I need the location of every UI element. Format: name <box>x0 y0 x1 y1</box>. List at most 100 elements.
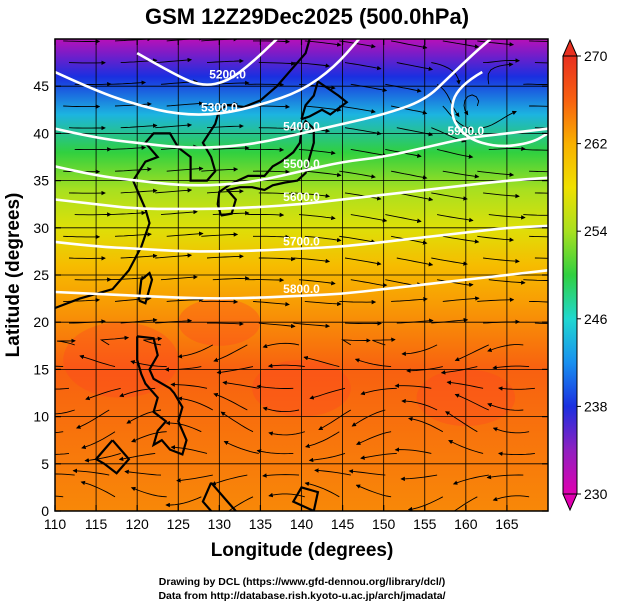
streamline <box>293 62 331 68</box>
streamline <box>309 387 346 400</box>
streamline <box>523 279 548 281</box>
streamline <box>55 409 75 415</box>
streamline <box>304 40 342 47</box>
streamline <box>262 473 300 478</box>
streamline <box>483 58 520 64</box>
streamline <box>372 337 396 346</box>
x-tick-label: 145 <box>331 516 355 532</box>
streamline <box>314 468 351 476</box>
streamline <box>293 192 331 199</box>
height-contours: 5200.0 5300.0 5400.0 5500.0 5600.0 5700.0 5800… <box>55 39 548 300</box>
streamline <box>487 402 524 411</box>
streamline <box>262 406 300 413</box>
streamline <box>453 496 478 511</box>
streamline <box>523 83 548 85</box>
streamline <box>79 354 116 368</box>
x-tick-label: 125 <box>167 516 191 532</box>
streamline <box>394 383 432 389</box>
contour-label: 5600.0 <box>283 190 320 204</box>
colorbar-tick-label: 254 <box>584 223 608 239</box>
streamline <box>63 104 101 109</box>
streamline <box>407 496 444 511</box>
streamline <box>483 192 520 199</box>
warm-anomaly <box>63 322 179 398</box>
streamline <box>344 321 382 326</box>
streamline <box>268 492 305 498</box>
wind-streamlines <box>55 39 548 511</box>
streamline <box>207 321 244 327</box>
credit-dcl: Drawing by DCL (https://www.gfd-dennou.o… <box>159 576 445 588</box>
streamline <box>227 496 254 511</box>
streamline <box>523 148 548 151</box>
streamline <box>258 191 296 197</box>
streamline <box>213 344 248 362</box>
streamline <box>216 366 254 375</box>
x-tick-label: 135 <box>249 516 273 532</box>
streamline <box>350 279 388 288</box>
streamline <box>155 57 193 64</box>
streamline <box>350 148 388 158</box>
contour-label: 5400.0 <box>283 119 320 133</box>
streamline <box>109 210 147 216</box>
coastline-segment <box>201 481 238 511</box>
streamline <box>99 335 130 346</box>
colorbar-tick-label: 230 <box>584 486 608 502</box>
streamline <box>247 147 285 152</box>
colorbar-tick-label: 238 <box>584 398 608 414</box>
streamline <box>268 431 305 436</box>
streamline <box>341 338 371 346</box>
streamline <box>344 62 382 71</box>
streamline <box>63 39 101 44</box>
streamline <box>339 105 376 114</box>
coastline-segment <box>137 271 154 305</box>
streamline <box>529 300 548 303</box>
streamline <box>445 411 478 433</box>
contour-label: 5800.0 <box>283 282 320 296</box>
streamline <box>262 342 300 349</box>
contour-line <box>450 70 548 148</box>
streamline <box>114 167 152 172</box>
x-tick-label: 120 <box>125 516 149 532</box>
streamline <box>440 366 478 375</box>
colorbar-min-arrow <box>562 493 578 512</box>
streamline <box>293 127 331 134</box>
y-tick-label: 25 <box>33 267 49 283</box>
streamline <box>126 409 162 424</box>
contour-label: 5500.0 <box>283 157 320 171</box>
streamline <box>63 297 101 303</box>
streamline <box>356 431 392 445</box>
streamline <box>109 275 147 281</box>
streamline <box>385 83 422 93</box>
streamline <box>454 393 489 411</box>
streamline <box>165 420 202 433</box>
streamline <box>492 427 530 434</box>
streamline <box>293 322 331 329</box>
streamline <box>206 189 244 194</box>
streamline <box>385 214 422 223</box>
streamline <box>267 363 305 369</box>
streamline <box>155 188 193 194</box>
streamline <box>258 61 296 66</box>
colorbar-tick-label: 262 <box>584 136 608 152</box>
streamline <box>120 253 158 259</box>
y-tick-label: 10 <box>33 409 49 425</box>
streamline <box>401 344 438 356</box>
streamline <box>339 170 376 179</box>
y-tick-label: 15 <box>33 361 49 377</box>
coastline-segment <box>216 119 315 217</box>
streamline <box>253 234 290 240</box>
streamline <box>124 469 162 476</box>
y-tick-label: 30 <box>33 220 49 236</box>
streamline <box>446 380 484 389</box>
streamline <box>442 170 480 179</box>
x-axis: 110 115 120 125 130 135 140 145 150 155 160 165 <box>44 39 519 532</box>
streamline <box>391 170 428 180</box>
streamline <box>305 431 340 448</box>
streamline <box>304 170 342 178</box>
contour-line <box>55 176 548 211</box>
streamline <box>442 40 480 49</box>
x-tick-label: 130 <box>208 516 232 532</box>
streamline <box>431 62 461 85</box>
y-axis-label: Latitude (degrees) <box>3 193 24 358</box>
streamline <box>391 296 428 302</box>
